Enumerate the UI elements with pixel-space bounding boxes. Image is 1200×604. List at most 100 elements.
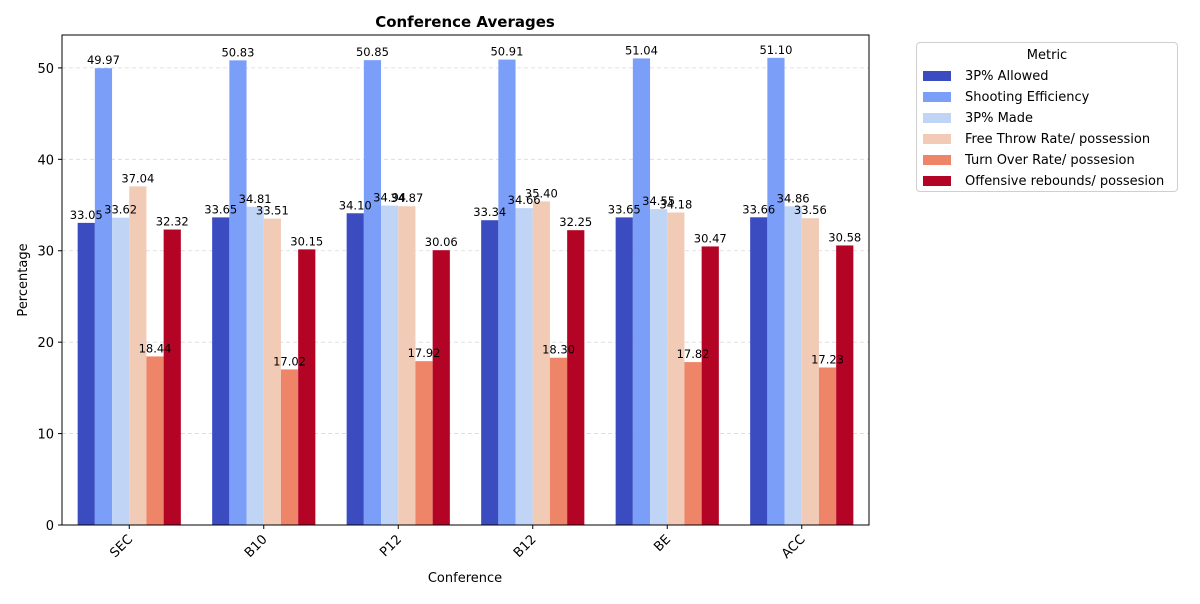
- x-tick-label: BE: [651, 532, 674, 555]
- bar: [129, 186, 147, 525]
- bar-value-label: 17.82: [677, 347, 710, 361]
- bar-value-label: 34.55: [642, 194, 675, 208]
- legend-swatch: [923, 155, 951, 165]
- bar-value-label: 30.06: [425, 235, 458, 249]
- bar-value-label: 34.94: [373, 191, 406, 205]
- bar-value-label: 30.58: [828, 230, 861, 244]
- legend: Metric 3P% Allowed Shooting Efficiency 3P%…: [916, 42, 1178, 192]
- legend-label: 3P% Allowed: [965, 68, 1049, 84]
- bar: [381, 205, 399, 525]
- y-tick-label: 10: [37, 428, 54, 443]
- legend-title: Metric: [1026, 48, 1068, 63]
- bar-value-label: 30.47: [694, 231, 727, 245]
- bar-value-label: 51.10: [759, 43, 792, 57]
- x-tick-label: SEC: [107, 532, 136, 561]
- chart-title: Conference Averages: [375, 13, 555, 31]
- bar: [818, 367, 837, 525]
- bar: [767, 57, 785, 525]
- bar: [836, 245, 854, 525]
- y-axis: 0 10 20 30 40 50: [37, 62, 62, 534]
- bar-value-label: 32.25: [559, 215, 592, 229]
- bar: [163, 229, 181, 526]
- bar-value-label: 50.83: [221, 45, 254, 59]
- bar: [432, 250, 450, 525]
- bar: [481, 220, 499, 525]
- bar: [750, 217, 768, 526]
- bar: [212, 217, 230, 526]
- bar-value-label: 34.66: [508, 193, 541, 207]
- grid-lines: [62, 67, 869, 434]
- bar: [684, 362, 702, 525]
- bar: [632, 58, 651, 525]
- legend-swatch: [923, 176, 951, 186]
- bar: [784, 206, 802, 525]
- legend-item: Turn Over Rate/ possesion: [923, 151, 1135, 169]
- bar: [801, 218, 819, 526]
- x-axis-label: Conference: [428, 571, 502, 586]
- bar: [498, 59, 516, 525]
- y-tick-label: 0: [46, 519, 54, 534]
- bar-value-label: 30.15: [290, 234, 323, 248]
- legend-label: Shooting Efficiency: [965, 89, 1090, 105]
- bar-value-label: 34.18: [659, 198, 692, 212]
- bar-value-label: 49.97: [87, 53, 120, 67]
- bar: [398, 206, 416, 525]
- legend-swatch: [923, 113, 951, 123]
- bar-value-label: 33.62: [104, 203, 137, 217]
- bar-value-label: 34.81: [239, 192, 272, 206]
- bar-value-label: 34.10: [339, 198, 372, 212]
- bar-value-label: 50.91: [490, 45, 523, 59]
- bars: [77, 57, 854, 526]
- bar: [246, 206, 264, 526]
- bar: [615, 217, 633, 526]
- bar: [515, 208, 533, 526]
- bar-value-label: 33.65: [608, 202, 641, 216]
- bar-value-label: 17.92: [408, 346, 441, 360]
- legend-item: 3P% Allowed: [923, 67, 1049, 85]
- bar: [415, 361, 433, 525]
- bar-value-label: 34.86: [777, 191, 810, 205]
- bar: [263, 218, 281, 526]
- x-tick-label: B10: [242, 532, 271, 561]
- bar: [146, 356, 164, 525]
- legend-item: 3P% Made: [923, 109, 1033, 127]
- bar: [346, 213, 364, 525]
- x-tick-label: ACC: [779, 532, 809, 562]
- data-labels: 33.05 49.97 33.62 37.04 18.44 32.32 33.65 50.83…: [70, 43, 861, 369]
- legend-item: Shooting Efficiency: [923, 88, 1089, 106]
- legend-swatch: [923, 71, 951, 81]
- bar-value-label: 33.65: [204, 202, 237, 216]
- x-tick-label: P12: [377, 532, 405, 560]
- plot-frame: [61, 34, 870, 526]
- bar-value-label: 33.56: [794, 203, 827, 217]
- legend-swatch: [923, 92, 951, 102]
- legend-item: Offensive rebounds/ possesion: [923, 172, 1164, 190]
- bar-value-label: 37.04: [121, 171, 154, 185]
- bar: [280, 369, 299, 525]
- legend-label: Turn Over Rate/ possesion: [965, 152, 1135, 168]
- bar-value-label: 33.66: [742, 202, 775, 216]
- bar: [567, 230, 585, 525]
- legend-swatch: [923, 134, 951, 144]
- bar-value-label: 33.05: [70, 208, 103, 222]
- legend-label: Offensive rebounds/ possesion: [965, 173, 1165, 189]
- x-tick-label: B12: [511, 532, 540, 561]
- bar-value-label: 34.87: [390, 191, 423, 205]
- bar: [298, 249, 316, 525]
- bar: [112, 217, 130, 525]
- bar: [363, 60, 382, 526]
- bar-value-label: 50.85: [356, 45, 389, 59]
- legend-label: 3P% Made: [965, 110, 1034, 126]
- bar-value-label: 33.34: [473, 205, 506, 219]
- y-tick-label: 20: [37, 336, 54, 351]
- bar: [650, 209, 668, 525]
- x-axis: SEC B10 P12 B12 BE ACC: [107, 525, 809, 562]
- bar-value-label: 17.02: [273, 354, 306, 368]
- bar-value-label: 35.40: [525, 186, 558, 200]
- legend-item: Free Throw Rate/ possession: [923, 130, 1150, 148]
- y-tick-label: 30: [37, 245, 54, 260]
- y-axis-label: Percentage: [16, 243, 31, 316]
- y-tick-label: 40: [37, 153, 54, 168]
- bar-value-label: 32.32: [156, 215, 189, 229]
